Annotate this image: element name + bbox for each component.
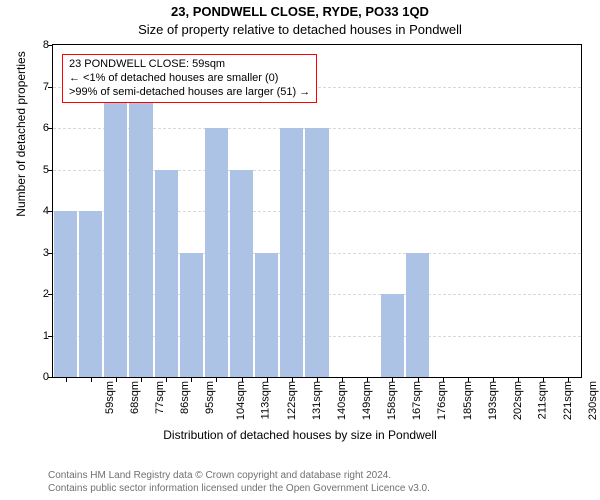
bar xyxy=(104,87,127,378)
x-tick-label: 230sqm xyxy=(587,381,599,420)
y-tick-mark xyxy=(48,87,53,88)
bar xyxy=(381,294,404,377)
y-tick-mark xyxy=(48,170,53,171)
bar xyxy=(129,87,152,378)
x-tick-mark xyxy=(66,377,67,382)
x-tick-mark xyxy=(568,377,569,382)
x-tick-label: 104sqm xyxy=(235,381,247,420)
x-tick-label: 131sqm xyxy=(311,381,323,420)
legend-line: ← <1% of detached houses are smaller (0) xyxy=(69,72,310,86)
x-tick-mark xyxy=(267,377,268,382)
footer-line: Contains HM Land Registry data © Crown c… xyxy=(48,470,430,483)
bar xyxy=(255,253,278,378)
x-tick-label: 59sqm xyxy=(104,381,116,414)
x-tick-label: 221sqm xyxy=(562,381,574,420)
bar xyxy=(406,253,429,378)
x-tick-mark xyxy=(543,377,544,382)
footer-text: Contains HM Land Registry data © Crown c… xyxy=(48,470,430,495)
chart-container: 23, PONDWELL CLOSE, RYDE, PO33 1QD Size … xyxy=(0,0,600,500)
footer-line: Contains public sector information licen… xyxy=(48,483,430,496)
legend-line: >99% of semi-detached houses are larger … xyxy=(69,86,310,100)
bar xyxy=(180,253,203,378)
x-tick-mark xyxy=(493,377,494,382)
bar xyxy=(280,128,303,377)
y-tick-mark xyxy=(48,253,53,254)
x-tick-mark xyxy=(518,377,519,382)
y-axis-label: Number of detached properties xyxy=(14,0,28,300)
x-tick-label: 113sqm xyxy=(260,381,272,419)
bar xyxy=(305,128,328,377)
x-tick-label: 77sqm xyxy=(154,381,166,414)
x-tick-mark xyxy=(367,377,368,382)
y-tick-mark xyxy=(48,294,53,295)
x-axis-label: Distribution of detached houses by size … xyxy=(0,428,600,442)
x-tick-mark xyxy=(242,377,243,382)
x-tick-mark xyxy=(342,377,343,382)
x-tick-mark xyxy=(317,377,318,382)
legend-box: 23 PONDWELL CLOSE: 59sqm← <1% of detache… xyxy=(62,54,317,103)
x-tick-mark xyxy=(166,377,167,382)
x-tick-mark xyxy=(443,377,444,382)
title-line-2: Size of property relative to detached ho… xyxy=(0,22,600,37)
x-tick-mark xyxy=(91,377,92,382)
x-tick-label: 140sqm xyxy=(336,381,348,420)
x-tick-label: 68sqm xyxy=(129,381,141,414)
x-tick-mark xyxy=(216,377,217,382)
bar xyxy=(205,128,228,377)
bar xyxy=(79,211,102,377)
title-line-1: 23, PONDWELL CLOSE, RYDE, PO33 1QD xyxy=(0,4,600,19)
bar xyxy=(155,170,178,378)
x-tick-mark xyxy=(392,377,393,382)
x-tick-mark xyxy=(468,377,469,382)
legend-line: 23 PONDWELL CLOSE: 59sqm xyxy=(69,58,310,72)
x-tick-label: 193sqm xyxy=(487,381,499,420)
x-tick-mark xyxy=(116,377,117,382)
x-tick-label: 149sqm xyxy=(361,381,373,420)
x-tick-mark xyxy=(141,377,142,382)
x-tick-label: 86sqm xyxy=(179,381,191,414)
y-tick-mark xyxy=(48,336,53,337)
x-tick-label: 158sqm xyxy=(386,381,398,420)
x-tick-label: 176sqm xyxy=(437,381,449,420)
x-tick-label: 167sqm xyxy=(411,381,423,420)
bar xyxy=(54,211,77,377)
x-tick-label: 211sqm xyxy=(536,381,548,419)
x-tick-label: 95sqm xyxy=(204,381,216,414)
x-tick-mark xyxy=(292,377,293,382)
bar xyxy=(230,170,253,378)
x-tick-label: 185sqm xyxy=(462,381,474,420)
y-tick-mark xyxy=(48,128,53,129)
x-tick-mark xyxy=(418,377,419,382)
y-tick-mark xyxy=(48,211,53,212)
y-tick-mark xyxy=(48,45,53,46)
x-tick-label: 202sqm xyxy=(512,381,524,420)
y-tick-mark xyxy=(48,377,53,378)
x-tick-label: 122sqm xyxy=(286,381,298,420)
x-tick-mark xyxy=(191,377,192,382)
